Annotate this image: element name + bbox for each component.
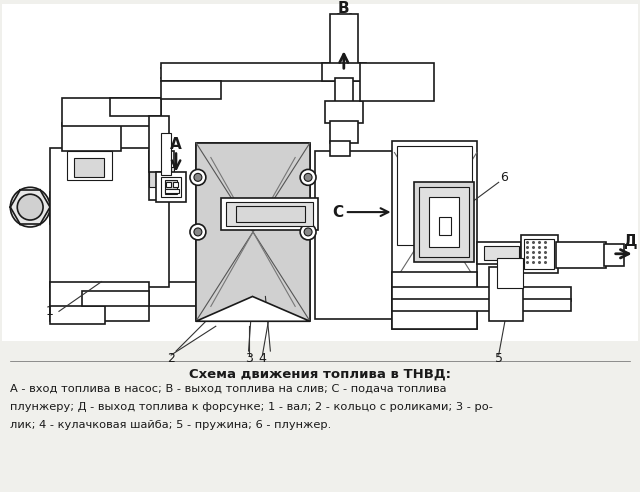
Bar (414, 183, 474, 262)
Bar (397, 146, 472, 245)
Circle shape (304, 228, 312, 236)
Bar (149, 167, 174, 187)
Bar (165, 189, 179, 193)
Bar (50, 307, 104, 324)
Text: 4: 4 (259, 352, 266, 366)
Bar (497, 258, 524, 287)
Bar (484, 246, 518, 260)
Circle shape (194, 228, 202, 236)
Bar (165, 181, 177, 194)
Circle shape (300, 224, 316, 240)
Bar (419, 187, 469, 257)
Bar (330, 121, 358, 143)
Bar (50, 281, 149, 321)
Text: Д: Д (623, 234, 636, 249)
Bar (330, 141, 350, 155)
Circle shape (304, 173, 312, 182)
Bar (236, 206, 305, 222)
Text: 6: 6 (500, 171, 508, 184)
Text: плунжеру; Д - выход топлива к форсунке; 1 - вал; 2 - кольцо с роликами; 3 - ро-: плунжеру; Д - выход топлива к форсунке; … (10, 401, 493, 412)
Bar (161, 177, 181, 197)
Bar (156, 172, 168, 184)
Bar (67, 151, 111, 181)
Bar (62, 98, 161, 126)
Circle shape (300, 169, 316, 185)
Text: В: В (338, 1, 349, 16)
Bar (330, 14, 358, 68)
Bar (221, 198, 318, 230)
Bar (392, 286, 571, 302)
Bar (439, 217, 451, 235)
Bar (322, 63, 365, 81)
Text: лик; 4 - кулачковая шайба; 5 - пружина; 6 - плунжер.: лик; 4 - кулачковая шайба; 5 - пружина; … (10, 420, 332, 430)
Bar (429, 197, 459, 247)
Text: 3: 3 (244, 352, 252, 366)
Circle shape (17, 194, 43, 220)
Bar (149, 151, 174, 200)
Bar (489, 267, 524, 321)
Text: А: А (170, 137, 182, 152)
Bar (226, 202, 313, 226)
Bar (196, 143, 310, 321)
Bar (3, 3, 637, 341)
Text: Схема движения топлива в ТНВД:: Схема движения топлива в ТНВД: (189, 368, 451, 380)
Bar (109, 98, 161, 116)
Circle shape (190, 169, 206, 185)
Text: А - вход топлива в насос; В - выход топлива на слив; С - подача топлива: А - вход топлива в насос; В - выход топл… (10, 384, 447, 394)
Bar (149, 116, 169, 172)
Bar (62, 123, 122, 151)
Text: 1: 1 (46, 305, 54, 318)
Bar (196, 143, 310, 321)
Bar (50, 192, 154, 224)
Polygon shape (196, 297, 310, 321)
Bar (604, 244, 624, 266)
Bar (392, 300, 571, 311)
Bar (556, 242, 606, 268)
Bar (392, 272, 477, 329)
Bar (50, 148, 169, 286)
Text: С: С (332, 205, 344, 219)
Bar (520, 235, 558, 273)
Bar (82, 291, 149, 307)
Bar (335, 78, 353, 103)
Bar (392, 141, 477, 329)
Bar (325, 101, 363, 123)
Circle shape (10, 187, 50, 227)
Bar (360, 63, 434, 101)
Bar (173, 183, 178, 187)
Bar (477, 242, 522, 264)
Bar (524, 239, 554, 269)
Bar (161, 133, 171, 175)
Bar (166, 183, 171, 187)
Text: 5: 5 (495, 352, 502, 366)
Bar (315, 151, 399, 319)
Bar (161, 81, 221, 99)
Bar (74, 157, 104, 177)
Bar (156, 172, 186, 202)
Bar (50, 281, 209, 307)
Circle shape (194, 173, 202, 182)
Bar (161, 63, 360, 81)
Text: 2: 2 (167, 352, 175, 366)
Circle shape (190, 224, 206, 240)
